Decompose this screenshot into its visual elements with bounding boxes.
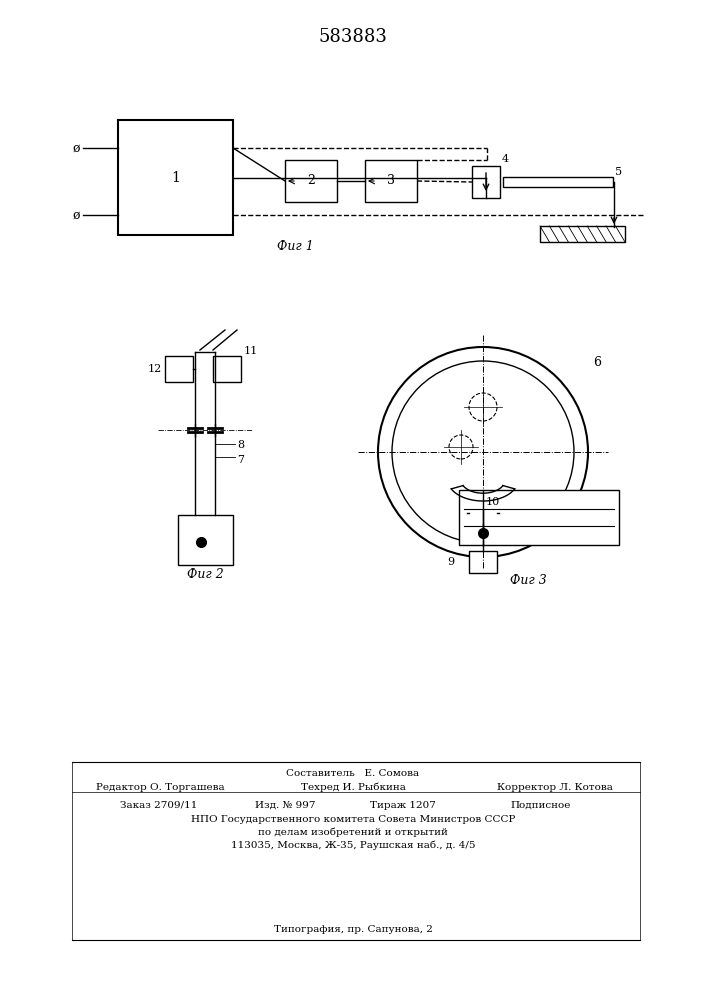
- Text: Заказ 2709/11: Заказ 2709/11: [120, 800, 197, 810]
- Text: 113035, Москва, Ж-35, Раушская наб., д. 4/5: 113035, Москва, Ж-35, Раушская наб., д. …: [230, 840, 475, 850]
- Text: 4: 4: [502, 154, 509, 164]
- Bar: [285, 160, 337, 202]
- Bar: [213, 356, 241, 382]
- Bar: [469, 502, 497, 524]
- Text: 5: 5: [615, 167, 622, 177]
- Text: Тираж 1207: Тираж 1207: [370, 800, 436, 810]
- Text: Изд. № 997: Изд. № 997: [255, 800, 315, 810]
- Bar: [165, 356, 193, 382]
- Text: 9: 9: [447, 557, 454, 567]
- Text: Типография, пр. Сапунова, 2: Типография, пр. Сапунова, 2: [274, 926, 433, 934]
- Text: 11: 11: [244, 346, 258, 356]
- Bar: [472, 166, 500, 198]
- Text: 2: 2: [307, 174, 315, 188]
- Bar: [540, 226, 625, 242]
- Ellipse shape: [378, 347, 588, 557]
- Text: ø: ø: [73, 141, 80, 154]
- Text: 8: 8: [237, 440, 244, 450]
- Bar: [178, 515, 233, 565]
- Text: 3: 3: [387, 174, 395, 188]
- Text: 7: 7: [237, 455, 244, 465]
- Text: Техред И. Рыбкина: Техред И. Рыбкина: [300, 782, 405, 792]
- Bar: [459, 490, 619, 545]
- Bar: [503, 177, 613, 187]
- Text: 6: 6: [593, 356, 601, 368]
- Text: Подписное: Подписное: [510, 800, 571, 810]
- Text: Фиг 2: Фиг 2: [187, 568, 223, 582]
- Text: 10: 10: [486, 497, 501, 507]
- Bar: [469, 551, 497, 573]
- Text: НПО Государственного комитета Совета Министров СССР: НПО Государственного комитета Совета Мин…: [191, 814, 515, 824]
- Bar: [365, 160, 417, 202]
- Text: по делам изобретений и открытий: по делам изобретений и открытий: [258, 827, 448, 837]
- Ellipse shape: [469, 393, 497, 421]
- Bar: [118, 120, 233, 235]
- Text: 583883: 583883: [319, 28, 387, 46]
- Text: Составитель   Е. Сомова: Составитель Е. Сомова: [286, 768, 419, 778]
- Text: ø: ø: [73, 209, 80, 222]
- Text: Фиг 3: Фиг 3: [510, 574, 547, 587]
- Text: Корректор Л. Котова: Корректор Л. Котова: [497, 782, 613, 792]
- Text: 1: 1: [171, 170, 180, 184]
- Ellipse shape: [449, 435, 473, 459]
- Text: Редактор О. Торгашева: Редактор О. Торгашева: [95, 782, 224, 792]
- Ellipse shape: [392, 361, 574, 543]
- Text: 12: 12: [148, 364, 162, 374]
- Text: Фиг 1: Фиг 1: [276, 239, 313, 252]
